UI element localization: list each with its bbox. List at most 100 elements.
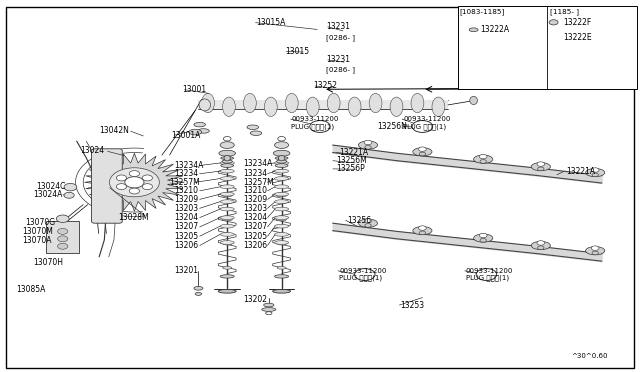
Ellipse shape xyxy=(223,243,232,245)
Ellipse shape xyxy=(222,160,232,163)
Ellipse shape xyxy=(223,97,236,116)
Ellipse shape xyxy=(275,157,288,160)
Text: 13234: 13234 xyxy=(243,169,268,178)
Ellipse shape xyxy=(413,227,432,235)
Ellipse shape xyxy=(220,207,234,211)
Text: 13257M: 13257M xyxy=(243,178,274,187)
Ellipse shape xyxy=(469,28,478,32)
Text: 13207: 13207 xyxy=(243,222,268,231)
Ellipse shape xyxy=(276,194,287,196)
Ellipse shape xyxy=(275,224,289,228)
Circle shape xyxy=(116,175,127,181)
Circle shape xyxy=(355,269,375,280)
Text: 13202: 13202 xyxy=(243,295,268,304)
Circle shape xyxy=(125,177,144,188)
Ellipse shape xyxy=(221,157,234,160)
Text: 13234A: 13234A xyxy=(243,159,273,168)
Text: 13205: 13205 xyxy=(174,232,198,241)
Text: 13207: 13207 xyxy=(174,222,198,231)
Ellipse shape xyxy=(411,93,424,113)
Circle shape xyxy=(129,188,140,194)
Ellipse shape xyxy=(273,289,291,293)
Ellipse shape xyxy=(369,93,382,113)
Ellipse shape xyxy=(222,218,232,221)
Text: 13203: 13203 xyxy=(174,204,198,213)
Text: 13209: 13209 xyxy=(174,195,198,204)
Text: 13024: 13024 xyxy=(80,146,104,155)
Circle shape xyxy=(591,168,599,172)
Text: 13234A: 13234A xyxy=(174,161,204,170)
Circle shape xyxy=(56,215,69,222)
Text: 13024C: 13024C xyxy=(36,182,65,191)
Text: ^30^0.60: ^30^0.60 xyxy=(571,353,607,359)
Text: 13256P: 13256P xyxy=(336,164,365,173)
Ellipse shape xyxy=(358,141,378,149)
Ellipse shape xyxy=(275,177,289,180)
Ellipse shape xyxy=(275,207,289,211)
Ellipse shape xyxy=(275,161,289,165)
Text: 13210: 13210 xyxy=(243,186,268,195)
Text: [1185- ]: [1185- ] xyxy=(550,9,579,15)
Text: 13201: 13201 xyxy=(174,266,198,275)
Ellipse shape xyxy=(220,161,234,165)
Circle shape xyxy=(479,233,487,238)
Ellipse shape xyxy=(220,169,234,173)
Ellipse shape xyxy=(220,192,234,196)
Ellipse shape xyxy=(264,97,277,116)
Ellipse shape xyxy=(222,194,233,196)
Circle shape xyxy=(109,168,159,197)
Text: 13231: 13231 xyxy=(326,22,351,31)
Text: 13205: 13205 xyxy=(243,232,268,241)
Ellipse shape xyxy=(277,266,286,269)
Ellipse shape xyxy=(275,192,289,196)
Text: 13222A: 13222A xyxy=(480,25,509,33)
Circle shape xyxy=(592,251,598,255)
Ellipse shape xyxy=(390,97,403,116)
Circle shape xyxy=(58,228,68,234)
Text: 13256M: 13256M xyxy=(336,156,367,165)
Ellipse shape xyxy=(275,275,289,278)
Ellipse shape xyxy=(224,155,230,161)
Text: 13256: 13256 xyxy=(348,216,372,225)
Text: 00933-11200: 00933-11200 xyxy=(339,268,387,274)
Ellipse shape xyxy=(278,155,285,161)
Text: 13204: 13204 xyxy=(174,213,198,222)
Text: 13252: 13252 xyxy=(314,81,338,90)
Ellipse shape xyxy=(277,243,287,245)
Text: 13222F: 13222F xyxy=(563,18,591,27)
Ellipse shape xyxy=(266,312,272,315)
Text: 13221A: 13221A xyxy=(339,148,369,157)
Text: 13001A: 13001A xyxy=(172,131,201,140)
Ellipse shape xyxy=(250,131,262,135)
Ellipse shape xyxy=(531,163,550,171)
Ellipse shape xyxy=(220,185,234,189)
Text: 13001: 13001 xyxy=(182,85,207,94)
Ellipse shape xyxy=(276,170,287,173)
Circle shape xyxy=(419,147,426,151)
Ellipse shape xyxy=(220,142,234,148)
Ellipse shape xyxy=(264,303,274,307)
Bar xyxy=(198,100,448,109)
Ellipse shape xyxy=(327,93,340,113)
Ellipse shape xyxy=(220,200,234,203)
Ellipse shape xyxy=(276,218,287,221)
Ellipse shape xyxy=(220,232,234,236)
Text: [0286- ]: [0286- ] xyxy=(326,67,355,73)
Ellipse shape xyxy=(276,160,287,163)
Ellipse shape xyxy=(470,96,477,105)
Circle shape xyxy=(58,243,68,249)
Text: 13231: 13231 xyxy=(326,55,351,64)
Circle shape xyxy=(480,238,486,242)
Text: 13206: 13206 xyxy=(174,241,198,250)
Text: 13070M: 13070M xyxy=(22,227,52,236)
Ellipse shape xyxy=(218,289,236,293)
Ellipse shape xyxy=(220,241,234,244)
Ellipse shape xyxy=(243,93,256,113)
Text: 13024A: 13024A xyxy=(33,190,63,199)
Circle shape xyxy=(365,145,371,149)
Text: 13257M: 13257M xyxy=(170,178,200,187)
Ellipse shape xyxy=(275,216,289,219)
Circle shape xyxy=(479,154,487,159)
Text: 00933-11200: 00933-11200 xyxy=(291,116,339,122)
Text: 13222E: 13222E xyxy=(563,33,592,42)
